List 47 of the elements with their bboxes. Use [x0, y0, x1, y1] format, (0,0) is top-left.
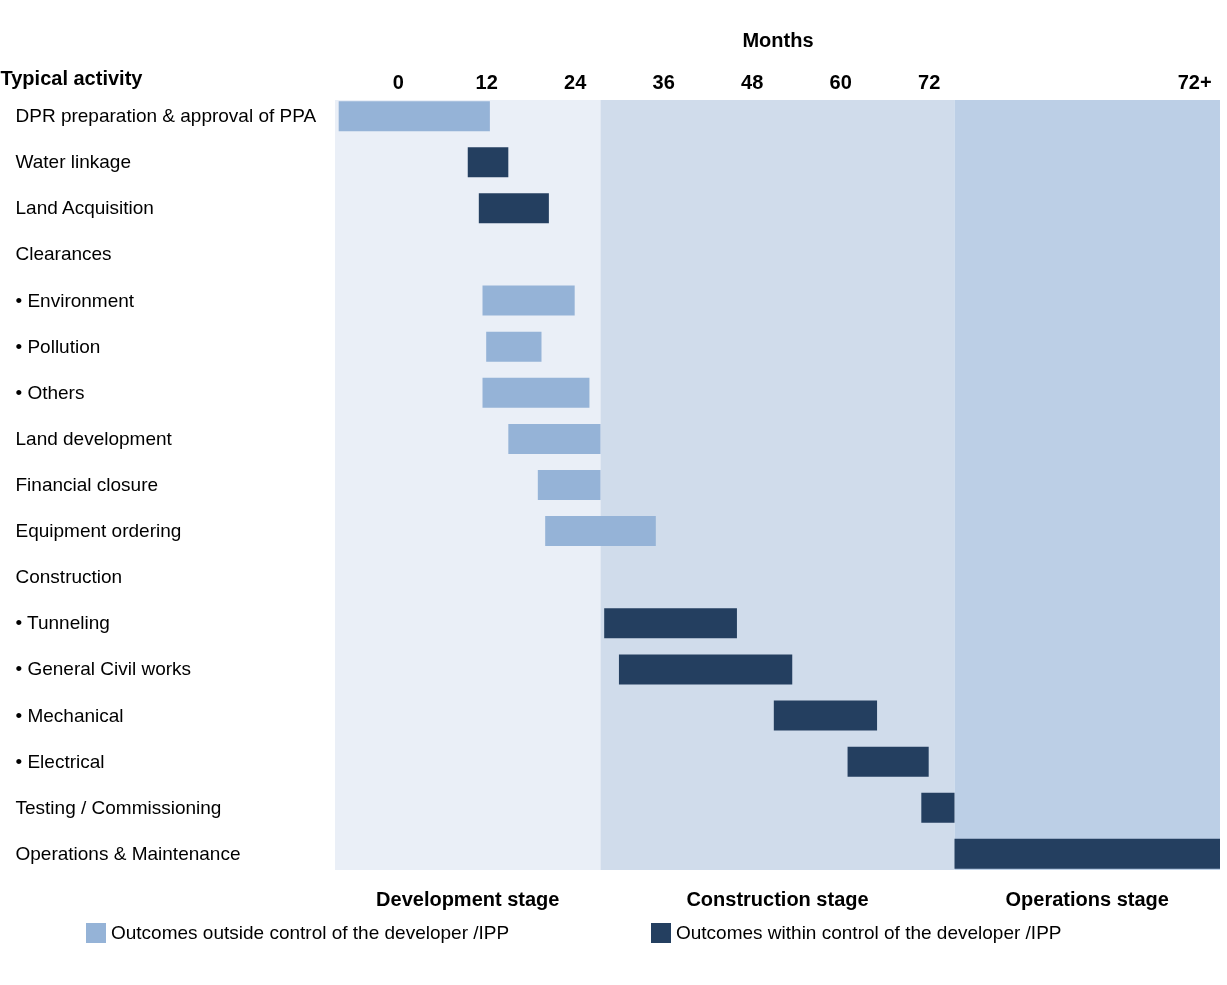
bar [537, 470, 601, 500]
x-tick-label: 12 [475, 70, 498, 93]
y-axis-title: Typical activity [0, 66, 144, 89]
y-tick-label: • Tunneling [15, 612, 110, 634]
bar [954, 838, 1220, 869]
bar [604, 608, 737, 639]
band-label: Operations stage [1005, 888, 1169, 910]
legend-label: Outcomes within control of the developer /IPP [676, 922, 1062, 943]
bar [482, 377, 590, 408]
y-tick-label: Land development [15, 427, 173, 449]
x-tick-label: 72+ [1177, 70, 1212, 93]
x-tick-label: 36 [652, 70, 675, 93]
y-tick-label: Water linkage [15, 151, 131, 173]
x-tick-label: 0 [392, 70, 404, 93]
bar [545, 516, 656, 547]
bar [773, 700, 878, 731]
y-tick-label: • General Civil works [15, 658, 192, 680]
x-tick-label: 72 [918, 70, 941, 93]
legend-label: Outcomes outside control of the developer /IPP [111, 922, 510, 943]
bar [921, 792, 955, 823]
bar [467, 147, 509, 178]
band-label: Development stage [376, 888, 560, 910]
y-tick-label: Testing / Commissioning [15, 796, 222, 818]
bar [478, 193, 549, 224]
y-tick-label: Clearances [15, 243, 112, 265]
x-tick-label: 24 [564, 70, 588, 93]
x-tick-label: 60 [829, 70, 852, 93]
bar [508, 423, 601, 454]
y-tick-label: • Pollution [15, 335, 101, 357]
y-tick-label: DPR preparation & approval of PPA [15, 105, 317, 127]
bar [618, 654, 793, 685]
band-label: Construction stage [686, 888, 869, 910]
y-tick-label: • Others [15, 381, 85, 403]
y-tick-label: • Electrical [15, 750, 105, 772]
y-tick-label: • Mechanical [15, 704, 124, 726]
y-tick-label: Land Acquisition [15, 197, 154, 219]
y-tick-label: • Environment [15, 289, 135, 311]
bar [486, 331, 542, 362]
y-tick-label: Financial closure [15, 474, 159, 495]
bar [847, 746, 929, 777]
x-axis-title: Months [742, 28, 814, 51]
y-tick-label: Operations & Maintenance [15, 842, 241, 864]
x-tick-label: 48 [741, 70, 764, 93]
y-tick-label: Equipment ordering [15, 520, 182, 542]
y-tick-label: Construction [15, 566, 123, 588]
bar [338, 101, 490, 132]
bar [482, 285, 575, 316]
